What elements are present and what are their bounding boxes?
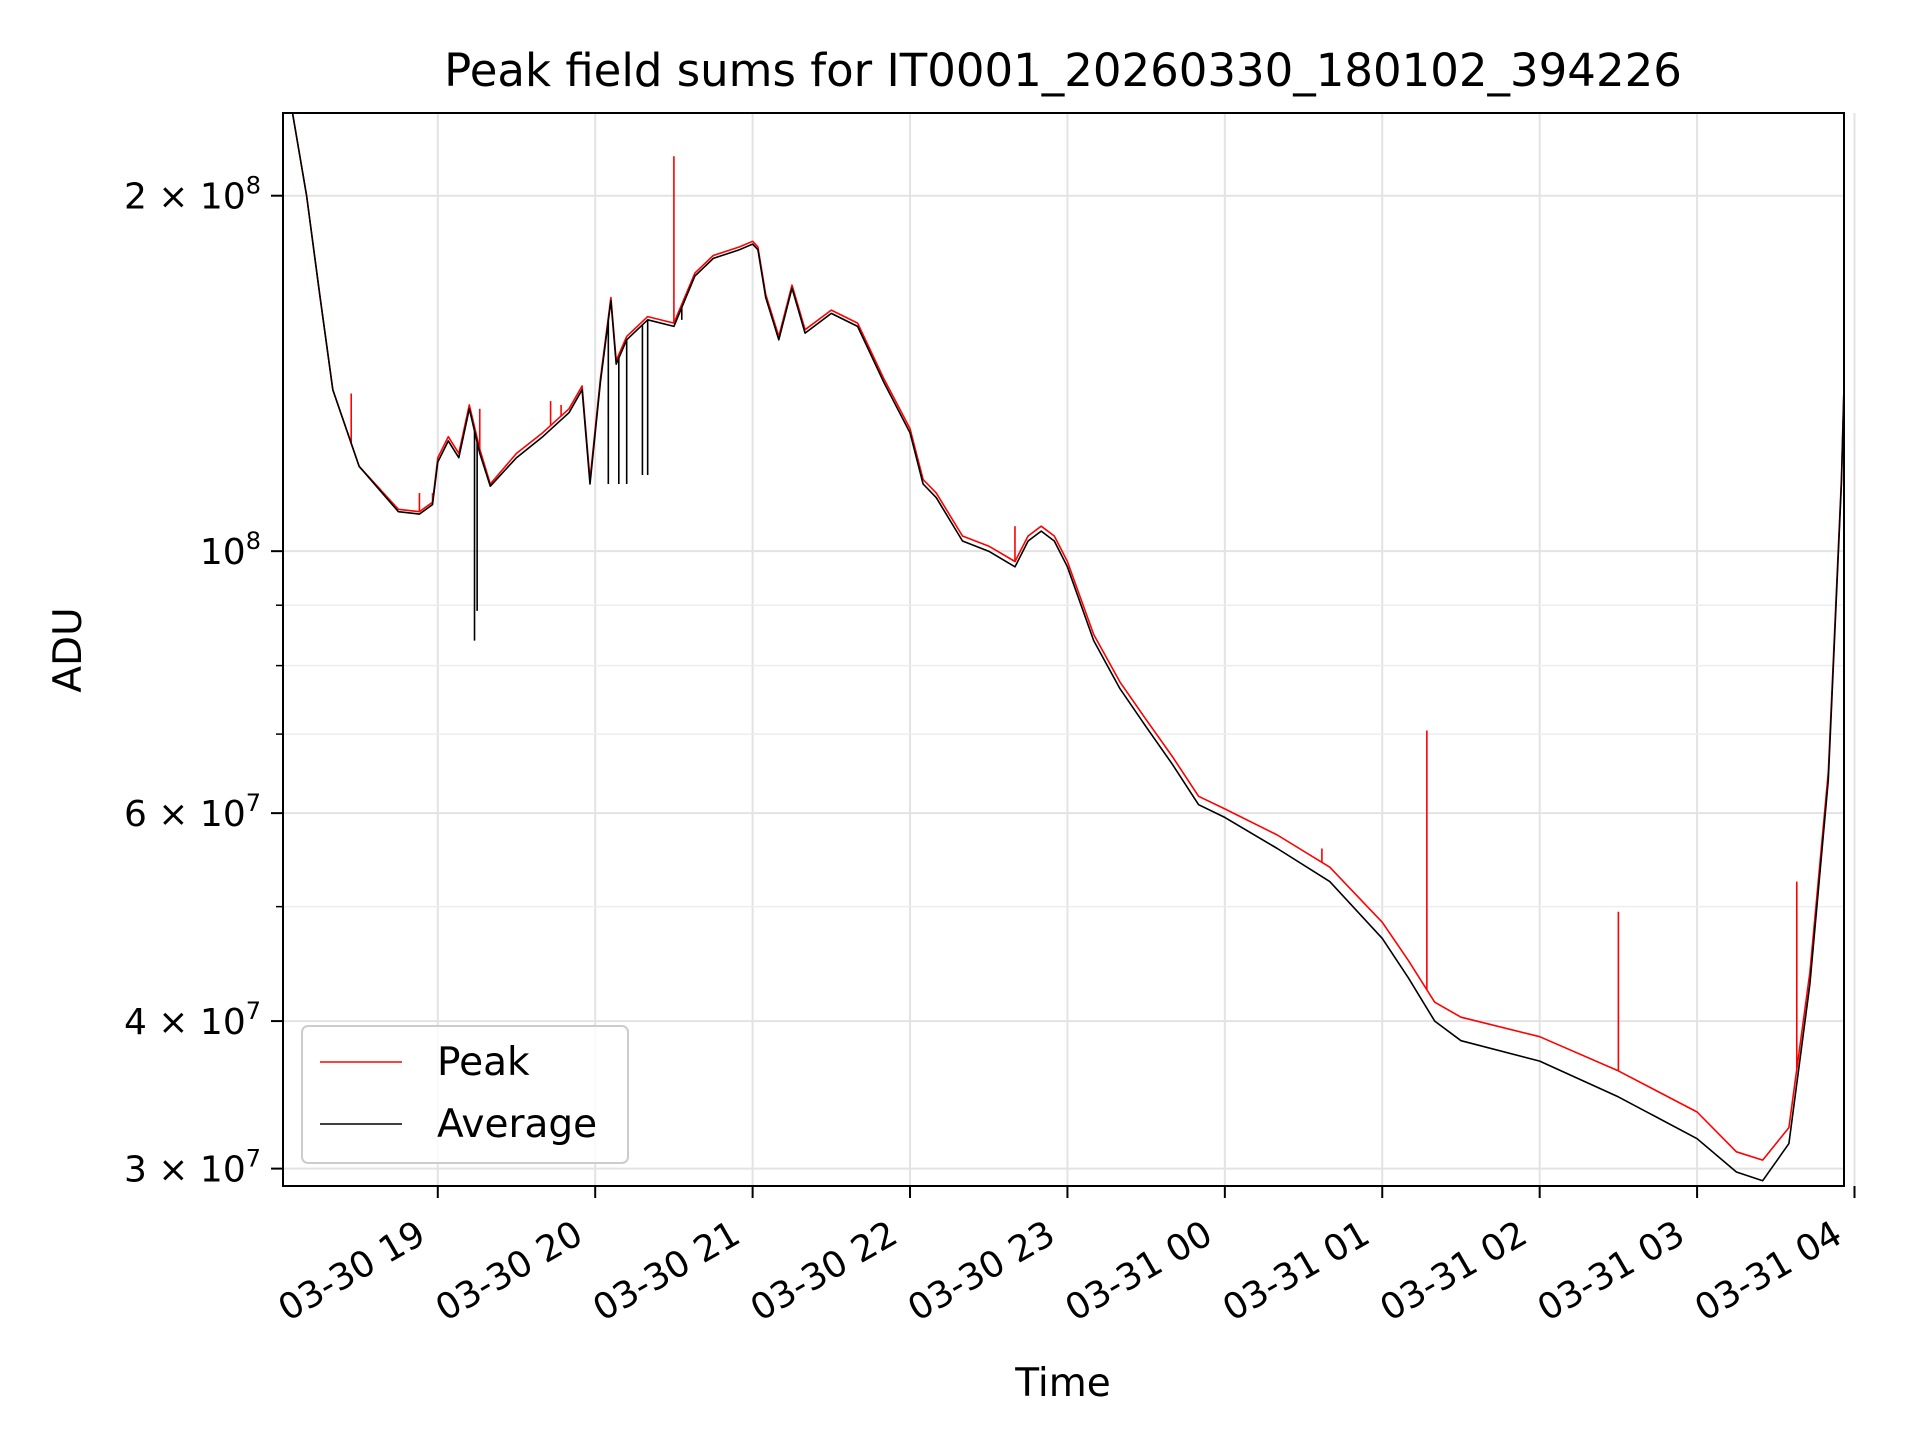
x-tick-label: 03-31 00	[1059, 1213, 1220, 1329]
legend: Peak Average	[301, 1025, 629, 1164]
chart-title: Peak field sums for IT0001_20260330_1801…	[444, 44, 1682, 97]
x-tick-label: 03-31 02	[1373, 1213, 1534, 1329]
y-tick-label: 2 × 108	[124, 172, 261, 218]
series-layer	[291, 113, 1844, 1182]
x-tick-label: 03-30 21	[586, 1213, 747, 1329]
x-axis-label: Time	[1014, 1361, 1110, 1406]
x-tick-label: 03-31 01	[1216, 1213, 1377, 1329]
plot-frame	[282, 112, 1845, 1187]
legend-label-peak: Peak	[437, 1040, 530, 1085]
y-tick-label: 3 × 107	[124, 1145, 261, 1191]
legend-box	[301, 1025, 629, 1164]
x-tick-label: 03-31 04	[1688, 1213, 1849, 1329]
x-tick-label: 03-30 22	[744, 1213, 905, 1329]
series-peak-line	[291, 113, 1844, 1161]
x-tick-label: 03-30 20	[429, 1213, 590, 1329]
legend-label-average: Average	[437, 1102, 597, 1147]
y-tick-label: 108	[200, 527, 261, 573]
x-tick-label: 03-31 03	[1531, 1213, 1692, 1329]
x-tick-label: 03-30 19	[272, 1213, 433, 1329]
y-tick-label: 4 × 107	[124, 997, 261, 1043]
x-tick-label: 03-30 23	[901, 1213, 1062, 1329]
grid-layer	[283, 113, 1856, 1186]
series-average-line	[291, 113, 1844, 1182]
y-axis-label: ADU	[46, 607, 91, 692]
y-tick-label: 6 × 107	[124, 789, 261, 835]
